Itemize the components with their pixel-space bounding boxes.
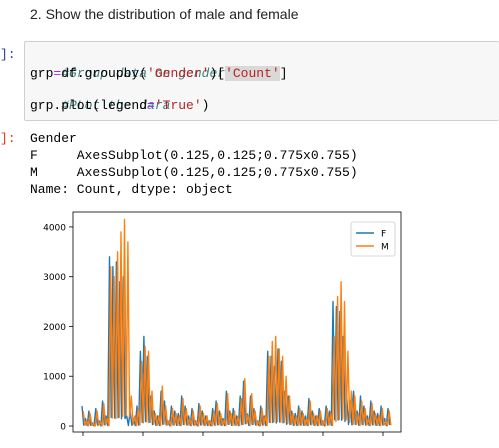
code-line-2: grp=df.groupby('Gender')['Count'] <box>30 66 288 82</box>
code-line-4: grp.plot(legend='True') <box>30 98 209 114</box>
legend-box <box>350 221 396 257</box>
code-line-3: #PLot the dara <box>30 82 170 130</box>
code-token: = <box>147 98 155 113</box>
chart-area: 0 1000 2000 3000 4000 F M <box>0 210 499 443</box>
code-comment: #Group data on gender <box>61 66 226 81</box>
code-cell[interactable]: #Group data on gender grp=df.groupby('Ge… <box>24 41 499 121</box>
line-chart: 0 1000 2000 3000 4000 FM <box>43 211 402 436</box>
code-token: 'True' <box>154 98 202 113</box>
code-line-1: #Group data on gender <box>30 50 225 98</box>
code-token: ] <box>279 66 288 81</box>
y-tick-label: 2000 <box>43 323 66 333</box>
series-line-M <box>82 218 392 427</box>
code-token: 'Count' <box>225 66 280 81</box>
y-tick-label: 3000 <box>43 273 66 283</box>
code-token: grp.plot(legend <box>30 98 148 113</box>
output-line: M AxesSubplot(0.125,0.125;0.775x0.755) <box>30 165 358 180</box>
markdown-heading: 2. Show the distribution of male and fem… <box>30 6 299 22</box>
code-token: ) <box>201 98 210 113</box>
code-token: 'Gender' <box>147 66 210 81</box>
input-prompt: ]: <box>0 47 16 62</box>
code-token: )[ <box>209 66 226 81</box>
output-line: Name: Count, dtype: object <box>30 182 233 197</box>
legend-label-M: M <box>381 243 389 253</box>
plot-frame <box>72 211 402 433</box>
y-tick-label: 1000 <box>43 373 66 383</box>
y-tick-label: 4000 <box>43 223 66 233</box>
output-prompt: ]: <box>0 131 16 146</box>
code-token: grp <box>30 66 54 81</box>
code-token: = <box>53 66 62 81</box>
output-line: Gender <box>30 131 77 146</box>
code-comment: #PLot the dara <box>61 98 171 113</box>
output-line: F AxesSubplot(0.125,0.125;0.775x0.755) <box>30 148 358 163</box>
y-tick-label: 0 <box>60 423 66 433</box>
code-token: df.groupby( <box>61 66 148 81</box>
legend-label-F: F <box>381 230 386 240</box>
